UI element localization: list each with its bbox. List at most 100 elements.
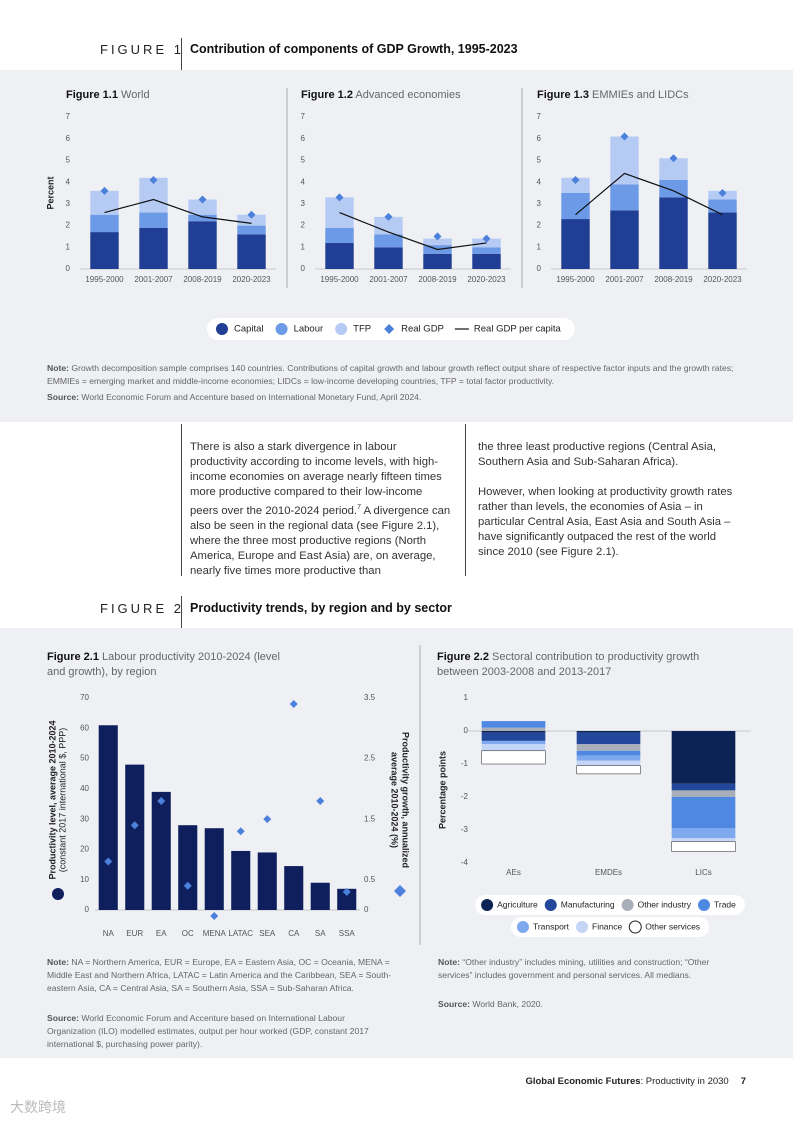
- x-tick-label: EA: [156, 929, 167, 938]
- x-tick-label: CA: [288, 929, 300, 938]
- source-text: World Economic Forum and Accenture based…: [47, 1013, 369, 1049]
- x-tick-label: EMDEs: [595, 868, 622, 877]
- bar-segment: [481, 744, 546, 751]
- chart-title-text: World: [121, 89, 150, 101]
- legend-label: Labour: [294, 324, 324, 335]
- x-tick-label: AEs: [506, 868, 521, 877]
- bar-segment: [576, 755, 641, 761]
- bar-segment: [561, 177, 590, 193]
- y-tick-label: 1: [301, 242, 306, 251]
- bar-segment: [481, 721, 546, 728]
- chart-title: Figure 1.1 World: [66, 88, 150, 103]
- note-label: Note:: [47, 363, 69, 373]
- y-tick-label: 0: [537, 264, 542, 273]
- marker: [183, 881, 192, 890]
- y-tick-label: 7: [537, 112, 542, 121]
- legend-background: [510, 917, 710, 937]
- y-tick-label: -2: [461, 792, 469, 801]
- divider: [181, 38, 182, 70]
- y-tick-label: 7: [301, 112, 306, 121]
- marker: [669, 154, 678, 163]
- y-tick-label: 2: [537, 221, 542, 230]
- bar-segment: [671, 838, 736, 842]
- paragraph: There is also a stark divergence in labo…: [190, 440, 452, 579]
- source: Source: World Economic Forum and Accentu…: [47, 1012, 392, 1051]
- legend-row: Agriculture Manufacturing Other industry Tr…: [475, 895, 745, 915]
- x-tick-label: 2020-2023: [467, 275, 506, 284]
- marker: [433, 232, 442, 241]
- chart-title: Figure 2.2 Sectoral contribution to prod…: [437, 650, 737, 680]
- y-tick-label: 6: [537, 134, 542, 143]
- figure-title: Productivity trends, by region and by se…: [190, 601, 452, 615]
- y2-axis-label: Productivity growth, annualized: [401, 732, 411, 868]
- bar-segment: [188, 199, 217, 215]
- bar-segment: [374, 247, 403, 269]
- bar-segment: [374, 216, 403, 235]
- bar-segment: [374, 234, 403, 248]
- bar-segment: [481, 740, 546, 745]
- y-tick-label: 5: [66, 156, 71, 165]
- x-tick-label: LATAC: [228, 929, 253, 938]
- x-tick-label: 2001-2007: [134, 275, 173, 284]
- legend-swatch: [216, 323, 228, 335]
- y2-tick-label: 3.5: [364, 693, 376, 702]
- legend-swatch: [394, 885, 406, 897]
- chart-title-text: Labour productivity 2010-2024 (level and…: [47, 651, 280, 678]
- marker: [130, 821, 139, 830]
- y-tick-label: 3: [301, 199, 306, 208]
- y-tick-label: 0: [85, 905, 90, 914]
- y-tick-label: 5: [301, 156, 306, 165]
- text: A divergence can also be seen in the reg…: [190, 504, 451, 577]
- bar-segment: [188, 221, 217, 269]
- footer: Global Economic Futures: Productivity in…: [525, 1076, 746, 1087]
- marker: [335, 193, 344, 202]
- x-tick-label: OC: [182, 929, 194, 938]
- note-label: Note:: [47, 957, 69, 967]
- legend-row: Transport Finance Other services: [510, 917, 710, 937]
- y-tick-label: 4: [537, 177, 542, 186]
- note-text: “Other industry” includes mining, utilit…: [438, 957, 710, 980]
- legend-swatch: [384, 324, 395, 334]
- bar-segment: [481, 732, 546, 741]
- y-tick-label: 1: [464, 693, 469, 702]
- legend-label: Other industry: [638, 899, 692, 909]
- bar-segment: [325, 242, 354, 269]
- bar-segment: [139, 227, 168, 269]
- y-tick-label: -4: [461, 858, 469, 867]
- bar-segment: [576, 731, 641, 733]
- bar-segment: [659, 197, 688, 269]
- marker: [100, 186, 109, 195]
- publication: Global Economic Futures: [525, 1076, 641, 1087]
- marker: [157, 796, 166, 805]
- legend-swatch: [481, 899, 494, 911]
- marker: [149, 175, 158, 184]
- chart-title: Figure 1.3 EMMIEs and LIDCs: [537, 88, 689, 103]
- marker: [482, 234, 491, 243]
- chart-title: Figure 2.1 Labour productivity 2010-2024…: [47, 650, 287, 680]
- bar-segment: [610, 210, 639, 269]
- y-tick-label: 20: [80, 845, 89, 854]
- x-tick-label: 2001-2007: [369, 275, 408, 284]
- x-tick-label: LICs: [695, 868, 711, 877]
- bar-segment: [139, 212, 168, 228]
- y-tick-label: 0: [66, 264, 71, 273]
- x-tick-label: 2020-2023: [232, 275, 271, 284]
- x-tick-label: 1995-2000: [556, 275, 595, 284]
- divider: [181, 596, 182, 628]
- bar-segment: [576, 732, 641, 745]
- marker: [571, 175, 580, 184]
- x-tick-label: SSA: [339, 929, 356, 938]
- legend-label: Transport: [533, 921, 570, 931]
- y-tick-label: 0: [301, 264, 306, 273]
- y-tick-label: -3: [461, 825, 469, 834]
- legend-swatch: [576, 921, 589, 933]
- paragraph: the three least productive regions (Cent…: [478, 441, 716, 468]
- bar-segment: [188, 214, 217, 222]
- bar: [257, 852, 277, 910]
- y-axis-label: Percentage points: [437, 751, 447, 829]
- y-tick-label: 3: [537, 199, 542, 208]
- marker: [289, 700, 298, 709]
- source-label: Source:: [47, 1013, 79, 1023]
- bar-segment: [237, 234, 266, 269]
